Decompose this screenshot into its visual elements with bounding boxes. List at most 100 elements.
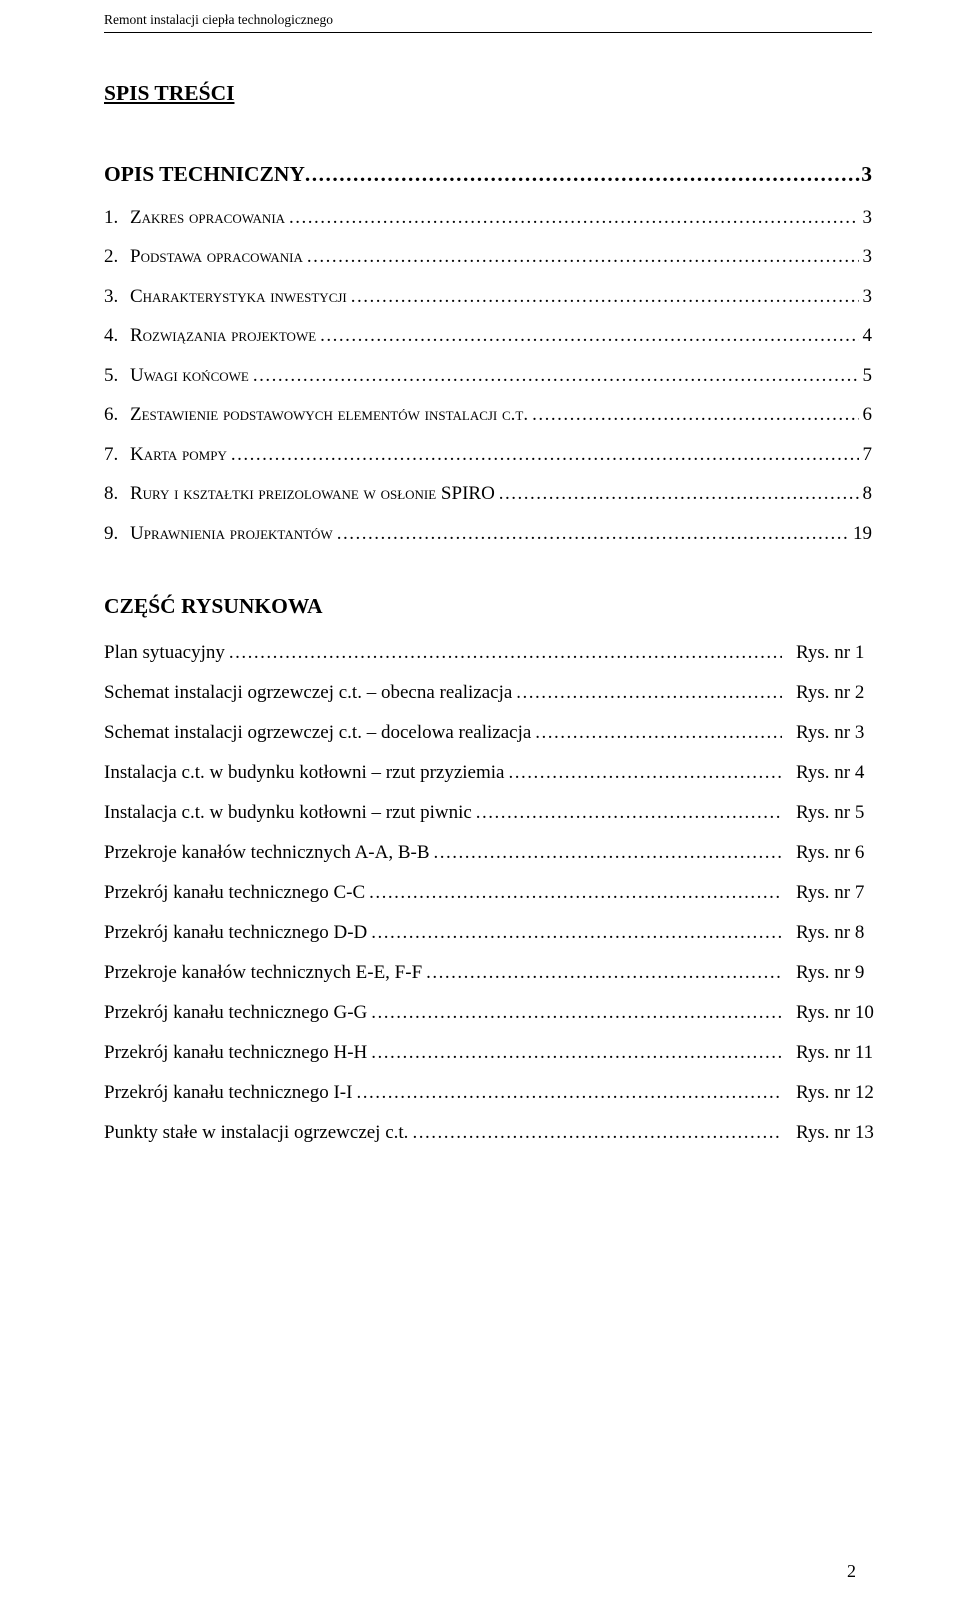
page-title: SPIS TREŚCI	[104, 77, 872, 109]
toc-item-text: Rury i kształtki preizolowane w osłonie …	[130, 480, 499, 509]
figure-leader: ........................................…	[516, 679, 782, 708]
figure-row: Przekroje kanałów technicznych E-E, F-F.…	[104, 959, 872, 988]
toc-item-number: 1.	[104, 204, 130, 233]
toc-item-number: 5.	[104, 362, 130, 391]
figure-row: Przekroje kanałów technicznych A-A, B-B.…	[104, 839, 872, 868]
toc-item-text: Zakres opracowania	[130, 204, 289, 233]
figure-text: Instalacja c.t. w budynku kotłowni – rzu…	[104, 759, 508, 788]
toc-leader: ........................................…	[289, 204, 858, 233]
figure-text: Przekrój kanału technicznego I-I	[104, 1079, 356, 1108]
toc-list: 1.Zakres opracowania....................…	[104, 204, 872, 549]
figure-ref: Rys. nr 13	[782, 1119, 872, 1148]
figure-text: Przekrój kanału technicznego G-G	[104, 999, 371, 1028]
figure-leader: ........................................…	[371, 999, 782, 1028]
figure-text: Przekrój kanału technicznego C-C	[104, 879, 369, 908]
toc-row: 5.Uwagi końcowe.........................…	[104, 362, 872, 391]
figure-ref: Rys. nr 7	[782, 879, 872, 908]
figure-text: Schemat instalacji ogrzewczej c.t. – obe…	[104, 679, 516, 708]
main-section-page: 3	[861, 158, 872, 190]
toc-row: 4.Rozwiązania projektowe................…	[104, 322, 872, 351]
figure-leader: ........................................…	[369, 879, 782, 908]
toc-leader: ........................................…	[351, 283, 859, 312]
figure-text: Instalacja c.t. w budynku kotłowni – rzu…	[104, 799, 476, 828]
toc-row: 1.Zakres opracowania....................…	[104, 204, 872, 233]
toc-leader: ........................................…	[532, 401, 858, 430]
toc-item-page: 19	[849, 520, 872, 549]
document-page: Remont instalacji ciepła technologiczneg…	[0, 0, 960, 1611]
figure-row: Schemat instalacji ogrzewczej c.t. – obe…	[104, 679, 872, 708]
figure-leader: ........................................…	[229, 639, 782, 668]
figure-leader: ........................................…	[371, 1039, 782, 1068]
figure-row: Plan sytuacyjny.........................…	[104, 639, 872, 668]
toc-item-text: Charakterystyka inwestycji	[130, 283, 351, 312]
toc-item-page: 7	[859, 441, 873, 470]
figure-row: Przekrój kanału technicznego C-C........…	[104, 879, 872, 908]
figure-ref: Rys. nr 1	[782, 639, 872, 668]
toc-leader: ........................................…	[305, 158, 861, 190]
toc-row: 8.Rury i kształtki preizolowane w osłoni…	[104, 480, 872, 509]
toc-leader: ........................................…	[499, 480, 859, 509]
toc-row: 3.Charakterystyka inwestycji............…	[104, 283, 872, 312]
figure-ref: Rys. nr 8	[782, 919, 872, 948]
figure-ref: Rys. nr 2	[782, 679, 872, 708]
figure-ref: Rys. nr 11	[782, 1039, 872, 1068]
figure-row: Schemat instalacji ogrzewczej c.t. – doc…	[104, 719, 872, 748]
figure-text: Przekrój kanału technicznego H-H	[104, 1039, 371, 1068]
figure-ref: Rys. nr 12	[782, 1079, 872, 1108]
toc-item-page: 4	[859, 322, 873, 351]
page-number: 2	[847, 1558, 856, 1585]
toc-item-number: 8.	[104, 480, 130, 509]
toc-item-number: 2.	[104, 243, 130, 272]
toc-item-text: Karta pompy	[130, 441, 231, 470]
figures-title: CZĘŚĆ RYSUNKOWA	[104, 590, 872, 622]
toc-item-text: Uwagi końcowe	[130, 362, 253, 391]
figure-ref: Rys. nr 5	[782, 799, 872, 828]
toc-leader: ........................................…	[337, 520, 849, 549]
figure-row: Instalacja c.t. w budynku kotłowni – rzu…	[104, 759, 872, 788]
toc-row: 6.Zestawienie podstawowych elementów ins…	[104, 401, 872, 430]
toc-item-number: 7.	[104, 441, 130, 470]
toc-leader: ........................................…	[320, 322, 858, 351]
running-header: Remont instalacji ciepła technologiczneg…	[104, 10, 872, 33]
figure-ref: Rys. nr 3	[782, 719, 872, 748]
toc-row: 7.Karta pompy...........................…	[104, 441, 872, 470]
figure-leader: ........................................…	[508, 759, 782, 788]
figure-ref: Rys. nr 6	[782, 839, 872, 868]
figure-row: Przekrój kanału technicznego D-D........…	[104, 919, 872, 948]
toc-item-page: 3	[859, 283, 873, 312]
figure-leader: ........................................…	[371, 919, 782, 948]
figure-row: Punkty stałe w instalacji ogrzewczej c.t…	[104, 1119, 872, 1148]
figure-ref: Rys. nr 9	[782, 959, 872, 988]
toc-item-text: Zestawienie podstawowych elementów insta…	[130, 401, 532, 430]
toc-item-text: Podstawa opracowania	[130, 243, 307, 272]
figure-leader: ........................................…	[426, 959, 782, 988]
figure-row: Przekrój kanału technicznego H-H........…	[104, 1039, 872, 1068]
figure-leader: ........................................…	[476, 799, 782, 828]
toc-item-number: 4.	[104, 322, 130, 351]
main-section-row: OPIS TECHNICZNY ........................…	[104, 158, 872, 190]
toc-row: 9.Uprawnienia projektantów..............…	[104, 520, 872, 549]
figure-text: Schemat instalacji ogrzewczej c.t. – doc…	[104, 719, 535, 748]
figure-text: Punkty stałe w instalacji ogrzewczej c.t…	[104, 1119, 412, 1148]
figure-text: Przekrój kanału technicznego D-D	[104, 919, 371, 948]
toc-row: 2.Podstawa opracowania..................…	[104, 243, 872, 272]
toc-item-number: 6.	[104, 401, 130, 430]
toc-item-number: 3.	[104, 283, 130, 312]
toc-leader: ........................................…	[253, 362, 859, 391]
toc-item-text: Uprawnienia projektantów	[130, 520, 337, 549]
figure-leader: ........................................…	[412, 1119, 782, 1148]
figure-row: Instalacja c.t. w budynku kotłowni – rzu…	[104, 799, 872, 828]
figure-text: Przekroje kanałów technicznych E-E, F-F	[104, 959, 426, 988]
figure-row: Przekrój kanału technicznego I-I........…	[104, 1079, 872, 1108]
toc-item-page: 3	[859, 204, 873, 233]
toc-item-page: 6	[859, 401, 873, 430]
toc-item-page: 8	[859, 480, 873, 509]
figure-ref: Rys. nr 4	[782, 759, 872, 788]
figure-ref: Rys. nr 10	[782, 999, 872, 1028]
toc-leader: ........................................…	[307, 243, 859, 272]
toc-item-number: 9.	[104, 520, 130, 549]
main-section-label: OPIS TECHNICZNY	[104, 158, 305, 190]
figure-leader: ........................................…	[434, 839, 782, 868]
figure-leader: ........................................…	[356, 1079, 782, 1108]
toc-item-page: 5	[859, 362, 873, 391]
